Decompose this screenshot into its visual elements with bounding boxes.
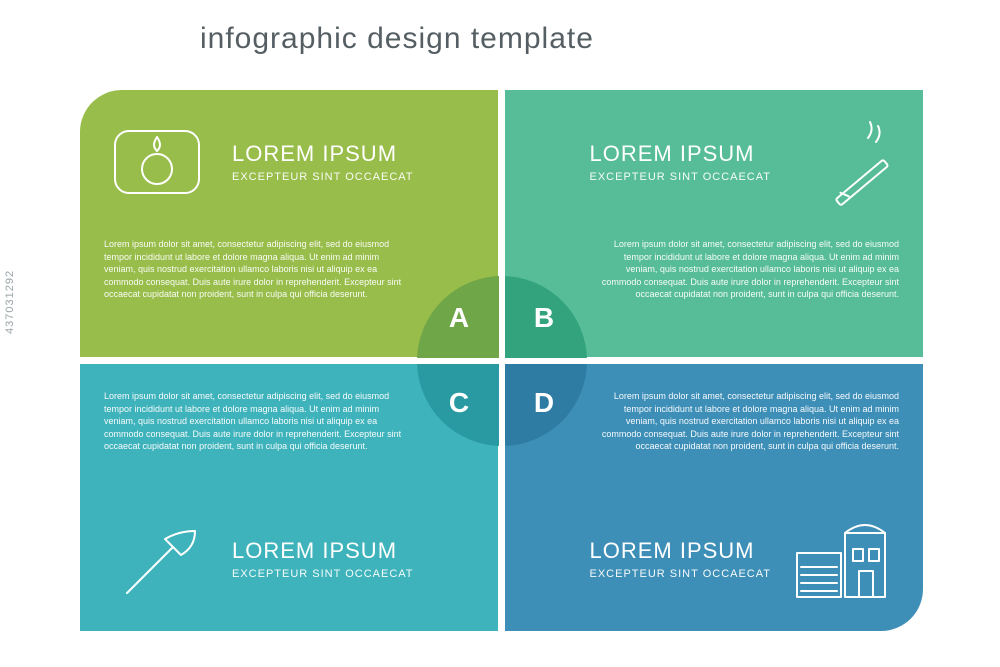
page-title: infographic design template [200,22,594,56]
cigarette-icon [791,112,901,212]
panel-b-subheading: EXCEPTEUR SINT OCCAECAT [589,171,771,183]
panel-c-heading: LOREM IPSUM [232,538,414,564]
panel-d-subheading: EXCEPTEUR SINT OCCAECAT [589,568,771,580]
stage: infographic design template LOREM IPSUM [0,0,1000,667]
panel-d-heading: LOREM IPSUM [589,538,771,564]
panel-b-header: LOREM IPSUM EXCEPTEUR SINT OCCAECAT [589,112,901,212]
panel-a-heading: LOREM IPSUM [232,141,414,167]
panel-a: LOREM IPSUM EXCEPTEUR SINT OCCAECAT Lore… [80,90,498,357]
panel-c-subheading: EXCEPTEUR SINT OCCAECAT [232,568,414,580]
panel-b: LOREM IPSUM EXCEPTEUR SINT OCCAECAT Lore… [505,90,923,357]
panel-b-body: Lorem ipsum dolor sit amet, consectetur … [599,238,899,301]
panel-c-body: Lorem ipsum dolor sit amet, consectetur … [104,390,404,453]
panel-c-header: LOREM IPSUM EXCEPTEUR SINT OCCAECAT [102,509,414,609]
panel-a-body: Lorem ipsum dolor sit amet, consectetur … [104,238,404,301]
watermark: 437031292 [4,269,16,333]
panel-grid: LOREM IPSUM EXCEPTEUR SINT OCCAECAT Lore… [80,90,923,631]
panel-a-header: LOREM IPSUM EXCEPTEUR SINT OCCAECAT [102,112,414,212]
panel-d: Lorem ipsum dolor sit amet, consectetur … [505,364,923,631]
panel-c: Lorem ipsum dolor sit amet, consectetur … [80,364,498,631]
panel-d-header: LOREM IPSUM EXCEPTEUR SINT OCCAECAT [589,509,901,609]
panel-b-heading: LOREM IPSUM [589,141,754,167]
panel-d-body: Lorem ipsum dolor sit amet, consectetur … [599,390,899,453]
fire-station-icon [791,509,901,609]
axe-icon [102,509,212,609]
camera-flame-icon [102,112,212,212]
panel-a-subheading: EXCEPTEUR SINT OCCAECAT [232,171,414,183]
